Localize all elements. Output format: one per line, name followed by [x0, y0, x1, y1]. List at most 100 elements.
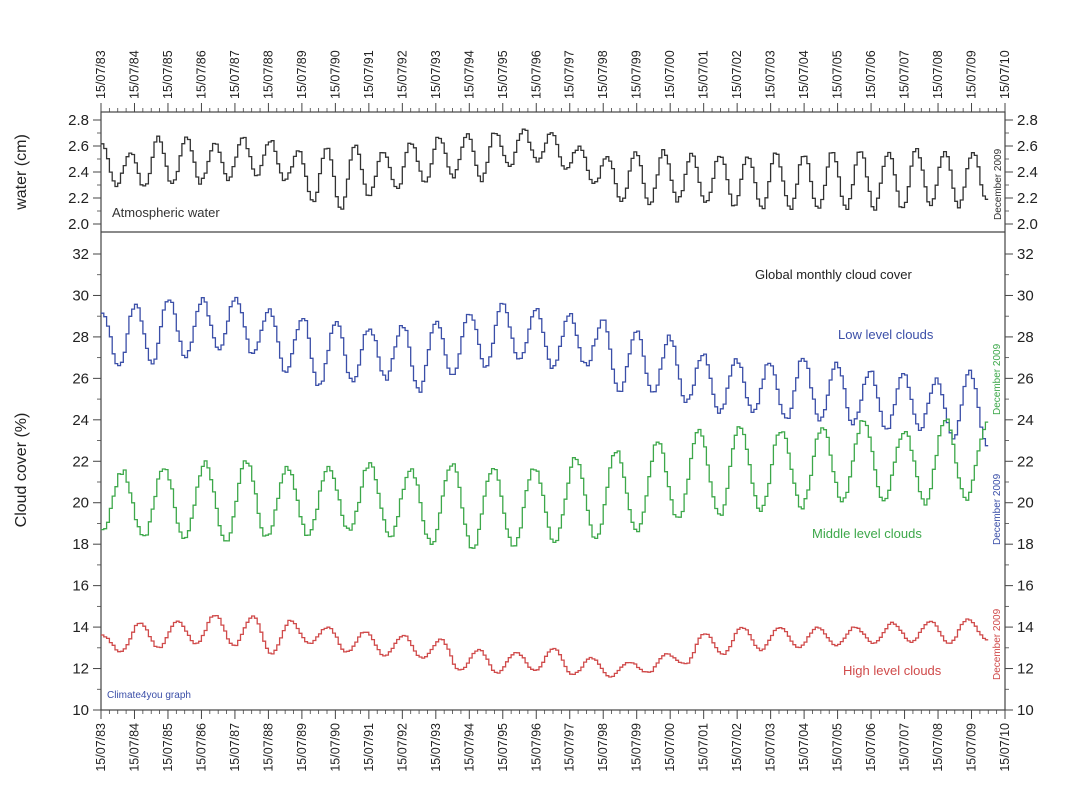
y-tick-label-left: 10	[72, 702, 89, 719]
x-tick-label-top: 15/07/89	[295, 50, 309, 99]
x-tick-label-top: 15/07/84	[127, 50, 141, 99]
y-tick-label-left: 2.4	[68, 164, 89, 181]
y-tick-label-left: 16	[72, 578, 89, 595]
y-tick-label-right: 2.2	[1017, 190, 1038, 207]
high-end-label: December 2009	[992, 608, 1003, 680]
series-line-high-level-clouds	[101, 614, 989, 678]
x-tick-label-bottom: 15/07/95	[496, 723, 510, 772]
y-tick-label-right: 20	[1017, 495, 1034, 512]
x-tick-label-top: 15/07/88	[261, 50, 275, 99]
y-tick-label-right: 30	[1017, 287, 1034, 304]
y-tick-label-right: 10	[1017, 702, 1034, 719]
x-tick-label-top: 15/07/83	[94, 50, 108, 99]
x-tick-label-bottom: 15/07/87	[228, 723, 242, 772]
x-tick-label-bottom: 15/07/08	[931, 723, 945, 772]
y-tick-label-right: 12	[1017, 661, 1034, 678]
water-end-label: December 2009	[993, 148, 1004, 220]
y-tick-label-left: 20	[72, 495, 89, 512]
y-tick-label-right: 16	[1017, 578, 1034, 595]
y-tick-label-left: 28	[72, 329, 89, 346]
y-tick-label-right: 26	[1017, 370, 1034, 387]
x-tick-label-bottom: 15/07/06	[864, 723, 878, 772]
x-tick-label-top: 15/07/09	[965, 50, 979, 99]
x-tick-label-bottom: 15/07/10	[998, 723, 1012, 772]
x-tick-label-top: 15/07/95	[496, 50, 510, 99]
atmospheric-water-label: Atmospheric water	[112, 205, 220, 220]
series-line-atmospheric-water	[101, 128, 989, 211]
x-tick-label-top: 15/07/98	[596, 50, 610, 99]
water-y-axis-label: water (cm)	[13, 134, 30, 211]
x-tick-label-top: 15/07/01	[697, 50, 711, 99]
x-tick-label-bottom: 15/07/07	[898, 723, 912, 772]
x-tick-label-bottom: 15/07/04	[797, 723, 811, 772]
y-tick-label-left: 14	[72, 619, 89, 636]
x-tick-label-bottom: 15/07/99	[630, 723, 644, 772]
cloud-cover-title: Global monthly cloud cover	[755, 267, 912, 282]
y-tick-label-right: 2.4	[1017, 164, 1038, 181]
x-tick-label-top: 15/07/87	[228, 50, 242, 99]
y-tick-label-left: 32	[72, 246, 89, 263]
x-tick-label-top: 15/07/05	[831, 50, 845, 99]
y-tick-label-left: 2.2	[68, 190, 89, 207]
y-tick-label-left: 2.0	[68, 216, 89, 233]
x-tick-label-bottom: 15/07/83	[94, 723, 108, 772]
x-tick-label-top: 15/07/02	[730, 50, 744, 99]
y-tick-label-right: 24	[1017, 412, 1034, 429]
y-tick-label-right: 18	[1017, 536, 1034, 553]
low-clouds-label: Low level clouds	[838, 327, 934, 342]
x-tick-label-top: 15/07/85	[161, 50, 175, 99]
x-tick-label-bottom: 15/07/91	[362, 723, 376, 772]
x-tick-label-top: 15/07/86	[194, 50, 208, 99]
y-tick-label-left: 18	[72, 536, 89, 553]
x-tick-label-top: 15/07/94	[462, 50, 476, 99]
series-line-middle-level-clouds	[101, 418, 989, 549]
x-tick-label-top: 15/07/99	[630, 50, 644, 99]
y-tick-label-left: 24	[72, 412, 89, 429]
y-tick-label-left: 2.8	[68, 112, 89, 129]
x-tick-label-top: 15/07/90	[328, 50, 342, 99]
y-tick-label-left: 22	[72, 453, 89, 470]
middle-end-label: December 2009	[992, 343, 1003, 415]
y-tick-label-right: 2.8	[1017, 112, 1038, 129]
x-tick-label-top: 15/07/08	[931, 50, 945, 99]
credit-label: Climate4you graph	[107, 690, 191, 701]
y-tick-label-left: 26	[72, 370, 89, 387]
y-tick-label-left: 12	[72, 661, 89, 678]
x-tick-label-bottom: 15/07/98	[596, 723, 610, 772]
y-tick-label-left: 30	[72, 287, 89, 304]
x-tick-label-bottom: 15/07/86	[194, 723, 208, 772]
x-tick-label-bottom: 15/07/00	[663, 723, 677, 772]
x-tick-label-top: 15/07/03	[764, 50, 778, 99]
x-tick-label-top: 15/07/04	[797, 50, 811, 99]
x-tick-label-bottom: 15/07/88	[261, 723, 275, 772]
x-tick-label-bottom: 15/07/84	[127, 723, 141, 772]
middle-clouds-label: Middle level clouds	[812, 526, 922, 541]
high-clouds-label: High level clouds	[843, 663, 942, 678]
x-tick-label-bottom: 15/07/02	[730, 723, 744, 772]
x-tick-label-bottom: 15/07/90	[328, 723, 342, 772]
x-tick-label-top: 15/07/06	[864, 50, 878, 99]
x-tick-label-top: 15/07/10	[998, 50, 1012, 99]
y-tick-label-right: 32	[1017, 246, 1034, 263]
x-tick-label-top: 15/07/00	[663, 50, 677, 99]
series-line-low-level-clouds	[101, 296, 989, 447]
low-end-label: December 2009	[992, 473, 1003, 545]
y-tick-label-right: 2.0	[1017, 216, 1038, 233]
x-tick-label-top: 15/07/92	[395, 50, 409, 99]
x-tick-label-bottom: 15/07/93	[429, 723, 443, 772]
x-tick-label-bottom: 15/07/85	[161, 723, 175, 772]
y-tick-label-right: 2.6	[1017, 138, 1038, 155]
x-tick-label-bottom: 15/07/01	[697, 723, 711, 772]
x-tick-label-top: 15/07/97	[563, 50, 577, 99]
y-tick-label-left: 2.6	[68, 138, 89, 155]
x-tick-label-top: 15/07/91	[362, 50, 376, 99]
x-tick-label-top: 15/07/96	[529, 50, 543, 99]
y-tick-label-right: 28	[1017, 329, 1034, 346]
x-tick-label-bottom: 15/07/97	[563, 723, 577, 772]
y-tick-label-right: 14	[1017, 619, 1034, 636]
x-tick-label-top: 15/07/07	[898, 50, 912, 99]
x-tick-label-bottom: 15/07/03	[764, 723, 778, 772]
x-tick-label-bottom: 15/07/09	[965, 723, 979, 772]
x-tick-label-bottom: 15/07/94	[462, 723, 476, 772]
